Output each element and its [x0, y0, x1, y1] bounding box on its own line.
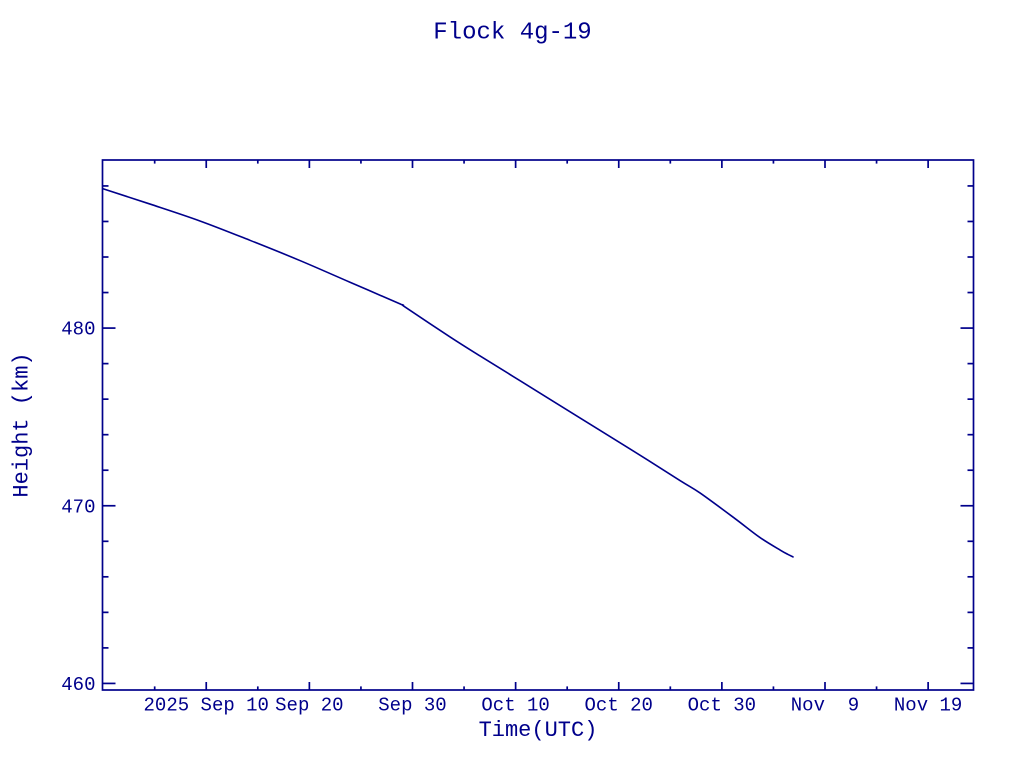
x-tick-label: Oct 30: [688, 695, 756, 717]
y-tick-label: 470: [61, 496, 95, 518]
height-series-line: [102, 187, 794, 558]
y-axis-title: Height (km): [10, 352, 35, 497]
y-tick-label: 460: [61, 674, 95, 696]
x-tick-label: Nov 9: [791, 695, 859, 717]
y-tick-labels: 460 470 480: [61, 319, 95, 696]
chart-title: Flock 4g-19: [433, 20, 591, 47]
x-tick-label: Oct 10: [481, 695, 549, 717]
axis-ticks: [102, 160, 974, 690]
x-tick-labels: 2025 Sep 10 Sep 20 Sep 30 Oct 10 Oct 20 Oct 3…: [144, 695, 963, 717]
x-tick-label: Oct 20: [585, 695, 653, 717]
data-series: [102, 187, 794, 558]
plot-frame: [101, 159, 975, 691]
y-tick-label: 480: [61, 319, 95, 341]
x-tick-label: Sep 20: [275, 695, 343, 717]
x-tick-label: 2025 Sep 10: [144, 695, 269, 717]
x-tick-label: Nov 19: [894, 695, 962, 717]
plot-border: [101, 159, 975, 691]
x-axis-title: Time(UTC): [479, 718, 598, 743]
x-tick-label: Sep 30: [378, 695, 446, 717]
